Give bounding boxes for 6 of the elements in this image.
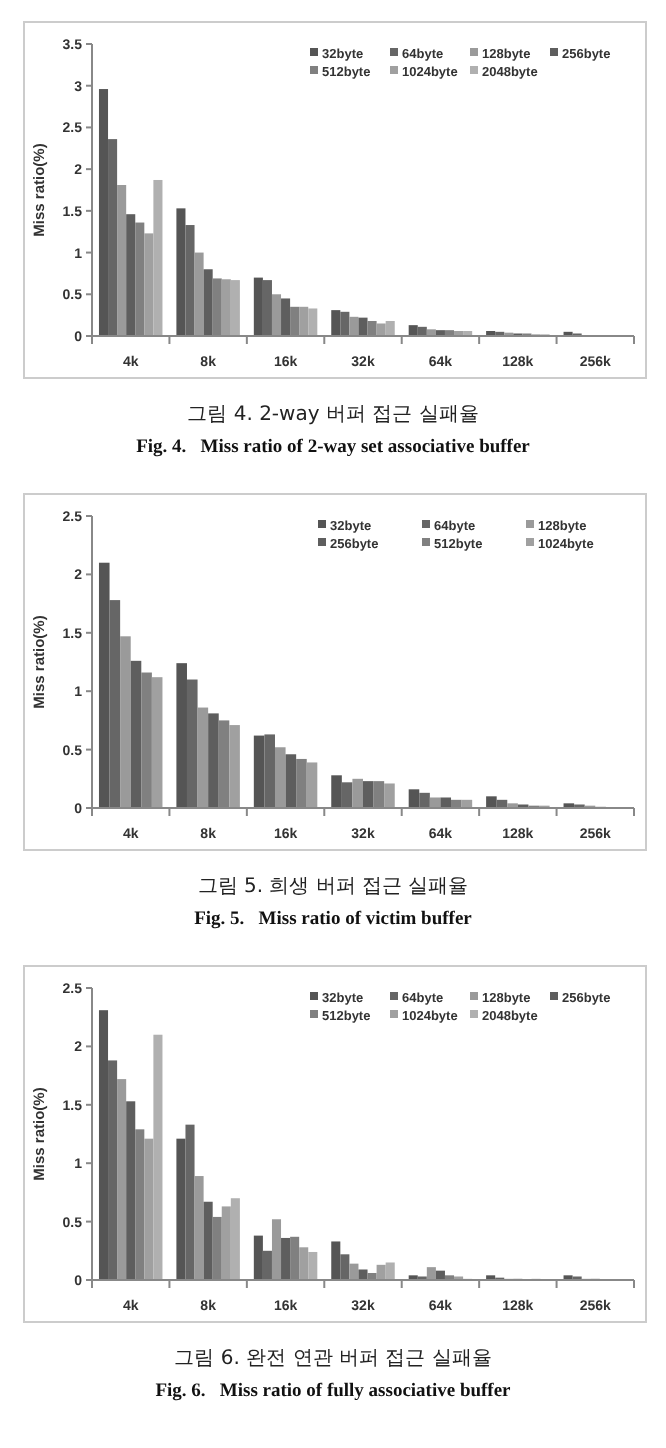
text: 그림 5. 희생 버퍼 접근 실패율 [197, 876, 469, 898]
text: 그림 4. 2-way 버퍼 접근 실패율 [187, 404, 479, 426]
text: Fig. 4. Miss ratio of 2-way set associative buffer [136, 438, 532, 458]
text: Fig. 5. Miss ratio of victim buffer [194, 910, 474, 930]
text: 그림 6. 완전 연관 버퍼 접근 실패율 [174, 1348, 492, 1370]
text: Fig. 6. Miss ratio of fully associative buffer [155, 1382, 513, 1402]
